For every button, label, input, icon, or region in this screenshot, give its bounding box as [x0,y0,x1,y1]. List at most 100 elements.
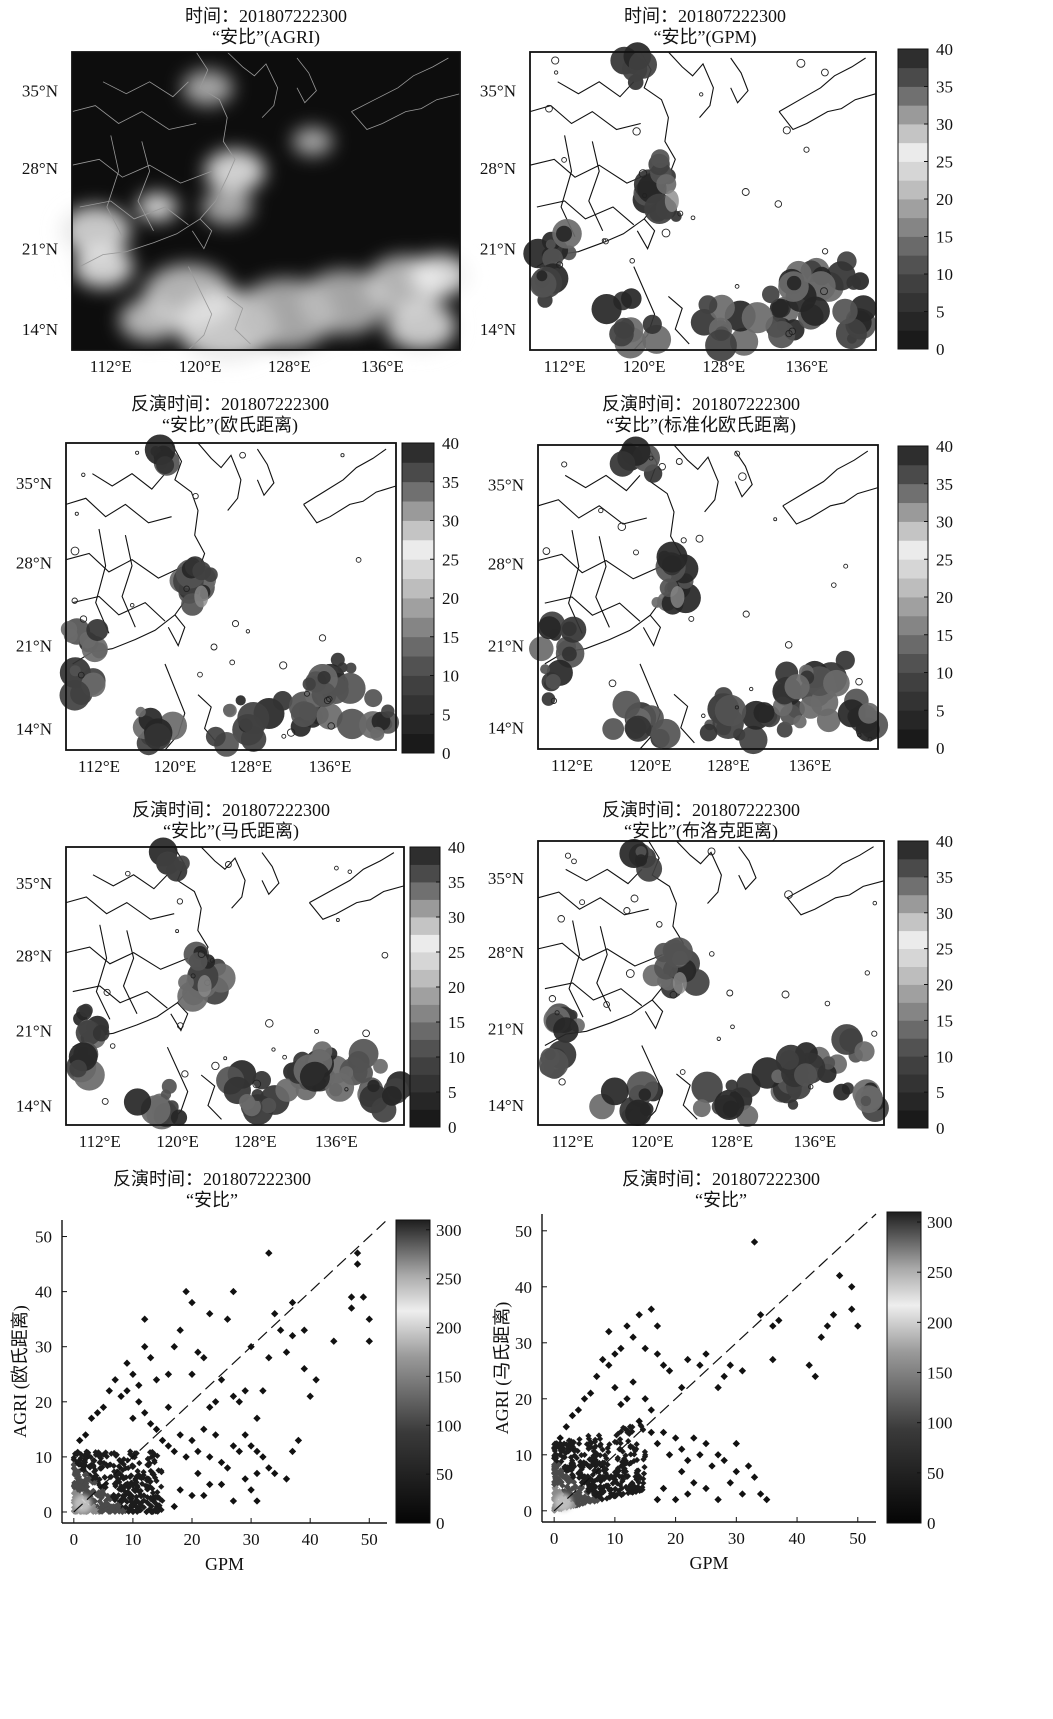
rain-cell [540,664,551,675]
scatter-point [559,1473,566,1480]
colorbar-bin [898,1056,928,1075]
scatter-point [604,1444,611,1452]
rain-cell [537,616,561,640]
y-tick-label: 14°N [16,720,52,739]
rain-speck [633,549,639,556]
map-panel-5: 反演时间：201807222300“安比”(马氏距离) 112°E 120°E 128… [16,800,465,1151]
rain-speck [190,973,196,979]
scatter-point [105,1387,113,1395]
scatter-point [576,1436,583,1443]
x-tick-label: 10 [606,1529,623,1548]
colorbar-tick-label: 30 [936,904,953,923]
rain-speck [734,284,740,289]
scatter-point [108,1473,115,1480]
scatter-point [95,1453,103,1460]
scatter-point [133,1497,140,1504]
rain-cell [540,1047,560,1068]
x-tick-label: 128°E [702,357,745,376]
colorbar-bin [898,311,928,331]
colorbar-tick-label: 5 [448,1083,457,1102]
rain-cell [705,329,737,362]
rain-speck [103,988,111,996]
rain-cell [786,275,802,291]
scatter-point [81,1459,89,1466]
rain-cell [609,451,636,477]
y-tick-label: 30 [515,1334,532,1353]
map-boundary-line [786,880,885,916]
rain-cell [855,717,880,742]
scatter-point [577,1469,584,1476]
scatter-point [550,1466,558,1474]
y-tick-label: 21°N [488,1019,524,1038]
map-boundary-line [122,930,138,1015]
x-tick-label: 136°E [789,756,832,775]
colorbar-bin [402,501,434,521]
scatter-point [635,1417,643,1425]
typhoon-core [194,585,209,608]
colorbar-bin [898,1074,928,1093]
rain-cell [591,294,622,325]
map-boundary-line [167,614,186,647]
colorbar-bin [898,653,928,673]
map-boundary-line [106,135,123,237]
colorbar-bin [898,236,928,256]
scatter-point [579,1500,587,1507]
y-tick-label: 0 [524,1502,533,1521]
colorbar-bin [402,559,434,580]
scatter-point [640,1470,648,1477]
rain-speck [872,900,878,906]
map-boundary-line [786,846,874,899]
y-tick-label: 35°N [16,474,52,493]
scatter-point [565,1448,572,1455]
scatter-point [556,1440,564,1447]
rain-cell [272,691,293,711]
scatter-point [595,1432,603,1439]
x-tick-label: 120°E [156,1132,199,1151]
y-tick-label: 50 [515,1222,532,1241]
scatter-point [102,1501,109,1509]
rain-speck [551,56,560,65]
scatter-point [690,1479,698,1487]
y-tick-label: 40 [515,1278,532,1297]
scatter-point [133,1506,141,1513]
rain-speck [561,461,568,468]
scatter-point [211,1398,220,1406]
colorbar-tick-label: 10 [936,265,953,284]
rain-speck [183,585,190,593]
rain-speck [699,92,704,97]
scatter-point [622,1468,630,1475]
rain-speck [347,869,353,874]
scatter-point [611,1383,619,1392]
map-boundary-line [65,896,175,920]
map-boundary-line [588,141,604,232]
scatter-point [586,1463,594,1471]
rain-speck [867,736,873,742]
scatter-point [119,1492,127,1499]
map-boundary-line [351,93,461,130]
scatter-point [653,1439,662,1448]
map-boundary-line [308,885,405,920]
map-boundary-line [529,104,641,131]
map-boundary-line [642,614,662,647]
scatter-point [84,1483,91,1490]
y-tick-label: 14°N [488,1096,524,1115]
rain-speck [773,517,778,522]
rain-speck [286,728,296,737]
scatter-point [141,1409,149,1417]
rain-speck [176,898,184,905]
scatter-point [135,1381,143,1389]
rain-speck [629,258,635,264]
y-tick-label: 20 [515,1390,532,1409]
colorbar-bin [402,694,434,715]
rain-cell [714,694,747,727]
colorbar-tick-label: 35 [442,473,459,492]
rain-speck [642,193,648,199]
scatter-point [259,1387,267,1395]
rain-speck [231,620,240,628]
x-tick-label: 128°E [707,756,750,775]
rain-cell [542,248,563,269]
colorbar-tick-label: 35 [448,873,465,892]
colorbar-bin [402,714,434,735]
colorbar-bin [410,934,440,953]
rain-cell [235,695,246,706]
